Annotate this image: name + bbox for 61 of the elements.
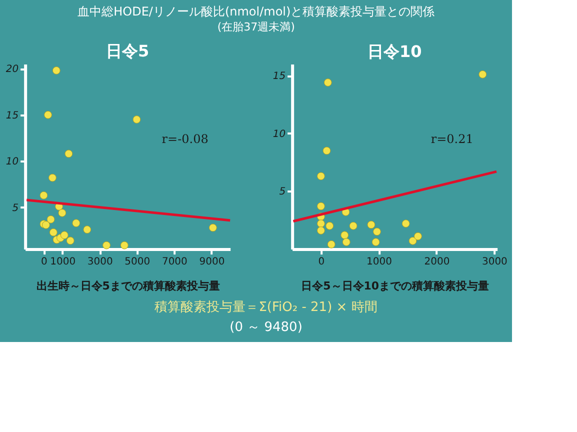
chart-title: 日令5 — [106, 42, 150, 61]
point — [46, 215, 55, 224]
point — [49, 228, 58, 236]
text: (0 ～ 9480) — [230, 320, 302, 335]
point — [316, 172, 325, 180]
point — [60, 231, 68, 240]
point — [64, 150, 73, 158]
point — [52, 66, 60, 74]
point — [316, 226, 325, 234]
annotation: r=-0.08 — [162, 132, 208, 146]
y-tick-label: 10 — [272, 128, 286, 140]
point — [372, 238, 380, 246]
point — [342, 238, 350, 246]
point — [316, 202, 325, 210]
point — [349, 222, 358, 230]
point — [102, 241, 110, 250]
point — [373, 228, 381, 236]
y-tick-label: 5 — [279, 186, 286, 198]
text: 血中総HODE/リノール酸比(nmol/mol)と積算酸素投与量との関係 — [78, 4, 435, 19]
text: (在胎37週未満) — [217, 20, 295, 34]
x-tick-label: 1000 — [366, 256, 392, 268]
point — [66, 236, 74, 245]
point — [327, 240, 336, 248]
x-tick-label: 0 — [318, 256, 325, 268]
x-tick-label: 5000 — [124, 256, 150, 268]
annotation: r=0.21 — [430, 132, 474, 146]
chart-title: 日令10 — [367, 42, 422, 61]
x-tick-label: 7000 — [162, 256, 188, 268]
point — [316, 220, 325, 228]
point — [83, 226, 92, 234]
point — [58, 208, 66, 217]
point — [408, 236, 417, 245]
point — [132, 116, 141, 124]
point — [402, 220, 410, 228]
x-tick-label: 3000 — [87, 256, 113, 268]
point — [72, 219, 80, 228]
y-tick-label: 15 — [6, 110, 19, 122]
point — [48, 174, 56, 182]
y-tick-label: 20 — [6, 64, 19, 76]
x-axis-title: 出生時～日令5までの積算酸素投与量 — [36, 280, 220, 292]
x-tick-label: 0 — [41, 256, 48, 268]
point — [340, 231, 349, 240]
x-tick-label: 9000 — [199, 256, 225, 268]
point — [326, 222, 334, 230]
point — [324, 78, 332, 86]
point — [414, 232, 422, 240]
y-tick-label: 15 — [272, 71, 286, 82]
point — [478, 70, 487, 78]
point — [40, 191, 48, 200]
x-tick-label: 3000 — [482, 256, 508, 268]
y-tick-label: 5 — [12, 202, 19, 214]
x-tick-label: 1000 — [50, 256, 76, 268]
x-axis-title: 日令5～日令10までの積算酸素投与量 — [301, 280, 490, 292]
point — [120, 241, 128, 250]
point — [367, 220, 376, 229]
point — [208, 224, 217, 232]
y-tick-label: 10 — [6, 156, 19, 168]
text: 積算酸素投与量＝Σ(FiO₂ - 21) × 時間 — [154, 300, 378, 315]
point — [322, 146, 331, 155]
x-tick-label: 2000 — [424, 256, 450, 268]
point — [44, 110, 52, 119]
